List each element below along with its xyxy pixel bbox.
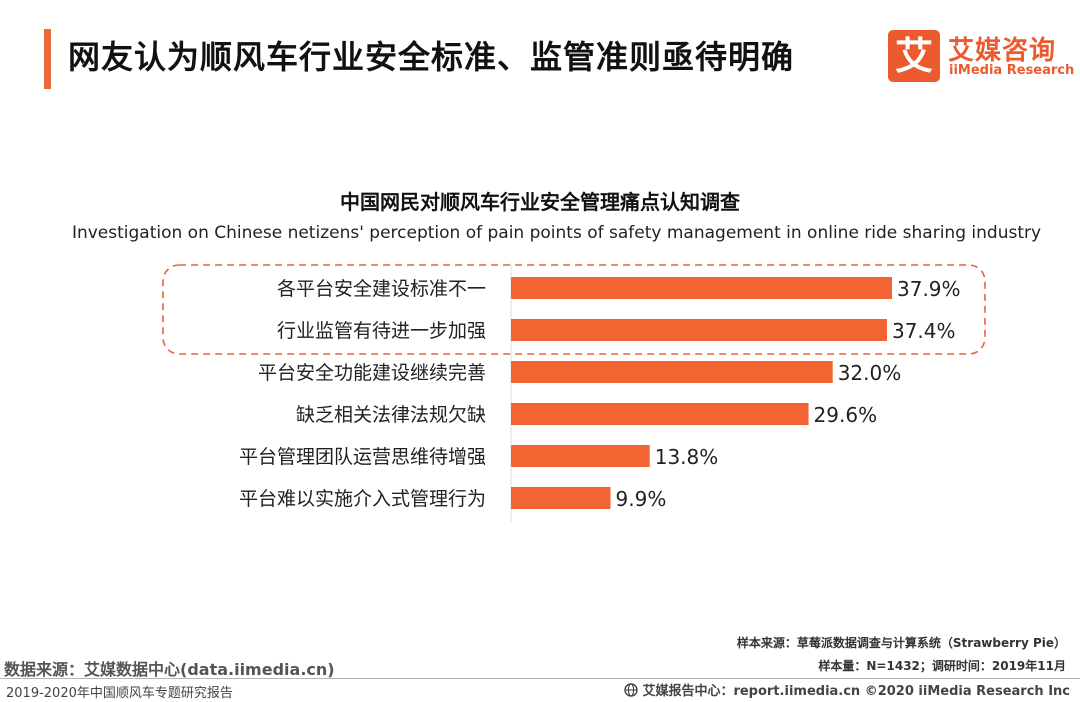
page-title: 网友认为顺风车行业安全标准、监管准则亟待明确 <box>68 38 795 76</box>
report-center: 艾媒报告中心：report.iimedia.cn ©2020 iiMedia R… <box>624 680 1070 699</box>
bar <box>511 277 892 299</box>
value-label: 32.0% <box>838 361 902 385</box>
category-label: 平台管理团队运营思维待增强 <box>239 446 486 468</box>
category-label: 平台安全功能建设继续完善 <box>258 362 486 384</box>
logo-name: 艾媒咨询 <box>948 36 1057 66</box>
title-accent-bar <box>44 29 51 89</box>
value-label: 13.8% <box>655 445 719 469</box>
bar <box>511 319 887 341</box>
highlight-box <box>162 264 986 355</box>
value-label: 37.4% <box>892 319 956 343</box>
globe-icon <box>624 683 639 697</box>
logo-name-en: iiMedia Research <box>949 63 1075 78</box>
value-label: 37.9% <box>897 277 961 301</box>
logo-mark-icon: 艾 <box>888 30 940 82</box>
category-label: 行业监管有待进一步加强 <box>277 320 486 342</box>
brand-logo: 艾 艾媒咨询 iiMedia Research <box>888 30 1074 82</box>
chart-title: 中国网民对顺风车行业安全管理痛点认知调查 <box>340 190 740 214</box>
bar <box>511 445 650 467</box>
report-center-text: 艾媒报告中心：report.iimedia.cn ©2020 iiMedia R… <box>642 684 1070 699</box>
chart-subtitle: Investigation on Chinese netizens' perce… <box>71 223 1042 243</box>
bar <box>511 361 833 383</box>
sample-source-note: 样本来源：草莓派数据调查与计算系统（Strawberry Pie） <box>736 636 1066 650</box>
report-title: 2019-2020年中国顺风车专题研究报告 <box>6 686 233 701</box>
sample-size-note: 样本量：N=1432；调研时间：2019年11月 <box>818 659 1066 673</box>
category-label: 缺乏相关法律法规欠缺 <box>296 404 486 426</box>
bar <box>511 403 809 425</box>
category-label: 平台难以实施介入式管理行为 <box>239 488 486 510</box>
value-label: 29.6% <box>814 403 878 427</box>
category-label: 各平台安全建设标准不一 <box>277 278 486 300</box>
value-label: 9.9% <box>616 487 667 511</box>
data-source-note: 数据来源：艾媒数据中心(data.iimedia.cn) <box>4 660 335 679</box>
bar <box>511 487 611 509</box>
footer-divider <box>0 678 1080 679</box>
